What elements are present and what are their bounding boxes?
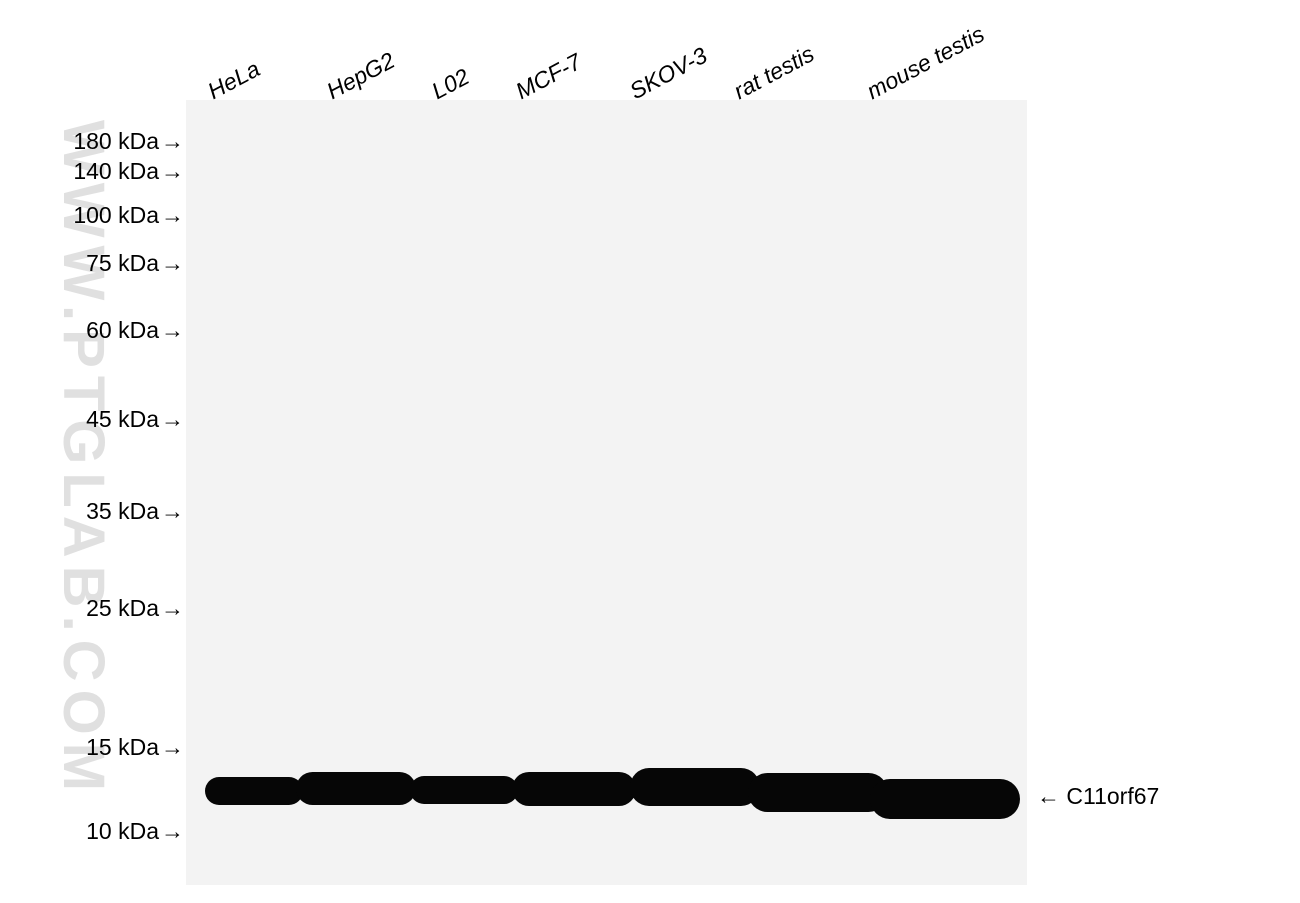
arrow-left-icon: ←	[1037, 783, 1066, 809]
protein-band	[630, 768, 760, 806]
target-band-label: ← C11orf67	[1037, 783, 1159, 810]
mw-marker: 45 kDa	[86, 406, 184, 433]
lane-label: HeLa	[203, 55, 264, 105]
mw-marker: 140 kDa	[73, 158, 184, 185]
protein-band	[410, 776, 518, 804]
mw-marker: 75 kDa	[86, 250, 184, 277]
mw-marker: 180 kDa	[73, 128, 184, 155]
lane-label: mouse testis	[862, 21, 989, 105]
mw-marker: 35 kDa	[86, 498, 184, 525]
lane-label: HepG2	[322, 47, 399, 105]
lane-label: L02	[427, 63, 474, 105]
lane-label: rat testis	[729, 40, 818, 105]
mw-marker: 100 kDa	[73, 202, 184, 229]
protein-band	[296, 772, 416, 805]
blot-membrane-area	[186, 100, 1027, 885]
mw-marker: 25 kDa	[86, 595, 184, 622]
protein-band	[205, 777, 303, 805]
western-blot-container: WWW.PTGLAB.COM 180 kDa140 kDa100 kDa75 k…	[0, 0, 1300, 903]
lane-label: MCF-7	[511, 48, 586, 105]
mw-marker: 60 kDa	[86, 317, 184, 344]
protein-band	[748, 773, 888, 812]
protein-band	[870, 779, 1020, 819]
mw-marker: 10 kDa	[86, 818, 184, 845]
protein-band	[512, 772, 636, 806]
target-label-text: C11orf67	[1066, 783, 1159, 809]
lane-label: SKOV-3	[625, 42, 711, 105]
mw-marker: 15 kDa	[86, 734, 184, 761]
